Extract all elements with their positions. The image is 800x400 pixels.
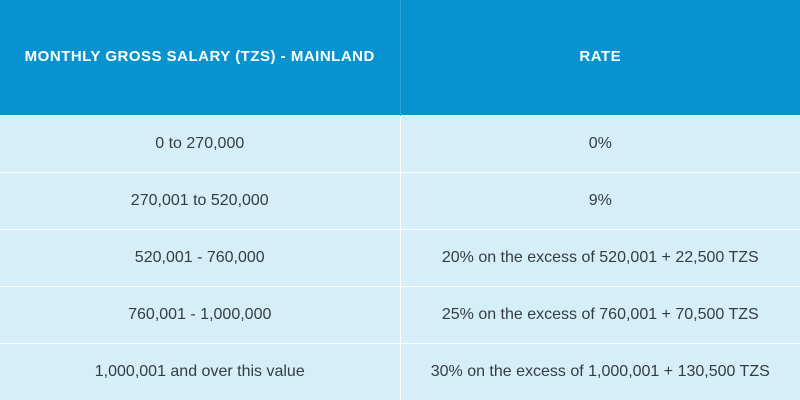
table-body: 0 to 270,000 0% 270,001 to 520,000 9% 52… (0, 114, 800, 400)
rate-cell: 30% on the excess of 1,000,001 + 130,500… (400, 342, 800, 400)
table-header: MONTHLY GROSS SALARY (TZS) - MAINLAND RA… (0, 0, 800, 115)
rate-cell: 0% (400, 114, 800, 172)
table-row: 1,000,001 and over this value 30% on the… (0, 342, 800, 400)
column-header-rate: RATE (400, 0, 800, 115)
salary-band-cell: 520,001 - 760,000 (0, 228, 401, 286)
header-row: MONTHLY GROSS SALARY (TZS) - MAINLAND RA… (0, 0, 800, 115)
rate-cell: 9% (400, 171, 800, 229)
table-row: 760,001 - 1,000,000 25% on the excess of… (0, 285, 800, 343)
table-row: 0 to 270,000 0% (0, 114, 800, 172)
salary-band-cell: 1,000,001 and over this value (0, 342, 401, 400)
column-header-salary: MONTHLY GROSS SALARY (TZS) - MAINLAND (0, 0, 401, 115)
table-row: 270,001 to 520,000 9% (0, 171, 800, 229)
salary-band-cell: 0 to 270,000 (0, 114, 401, 172)
rate-cell: 25% on the excess of 760,001 + 70,500 TZ… (400, 285, 800, 343)
salary-band-cell: 760,001 - 1,000,000 (0, 285, 401, 343)
table-row: 520,001 - 760,000 20% on the excess of 5… (0, 228, 800, 286)
salary-band-cell: 270,001 to 520,000 (0, 171, 401, 229)
rate-cell: 20% on the excess of 520,001 + 22,500 TZ… (400, 228, 800, 286)
